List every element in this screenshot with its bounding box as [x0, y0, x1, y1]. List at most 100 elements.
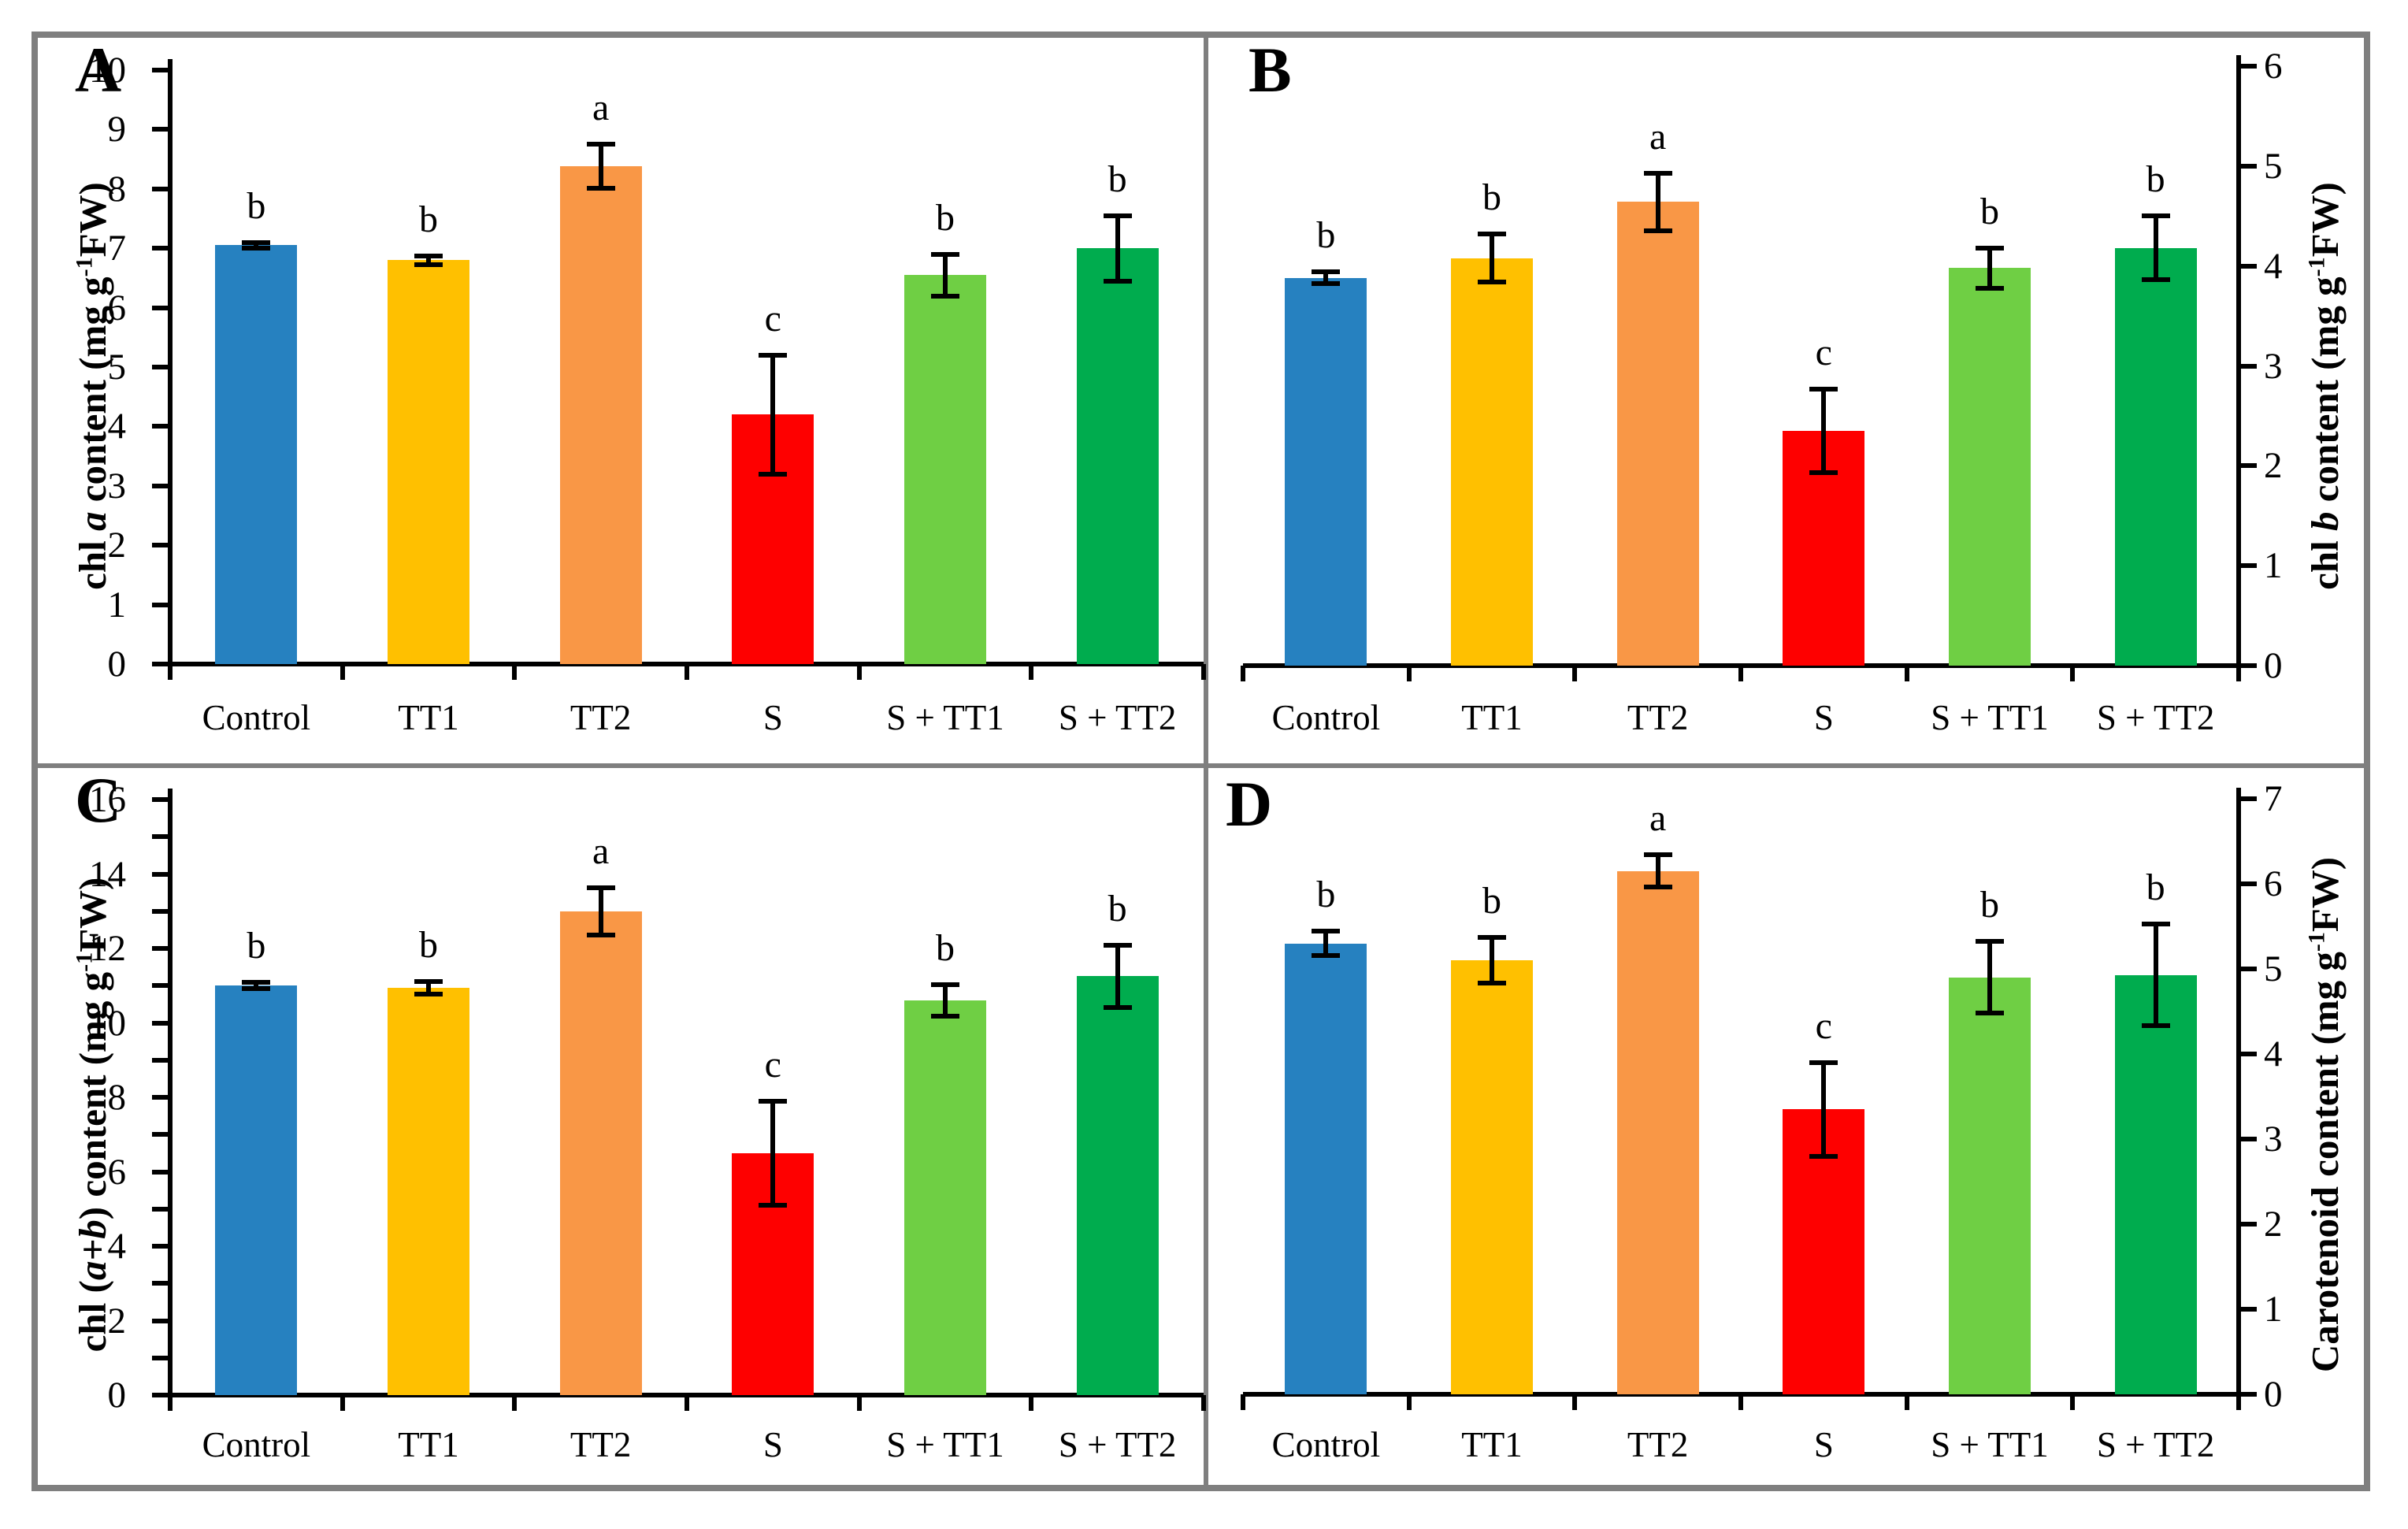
- error-bar-line: [1323, 272, 1329, 284]
- x-tick: [1406, 666, 1412, 681]
- y-tick: [152, 1132, 168, 1137]
- bar-Control: [215, 245, 298, 664]
- x-tick: [1241, 666, 1245, 681]
- y-tick: [152, 246, 168, 251]
- x-tick: [685, 1395, 689, 1411]
- significance-letter: a: [1649, 115, 1667, 158]
- y-tick: [152, 602, 168, 607]
- y-tick: [2241, 363, 2257, 369]
- bar-TT1: [1451, 960, 1533, 1394]
- x-category-label: Control: [1271, 1425, 1381, 1464]
- panel-divider-horizontal: [35, 763, 2370, 768]
- error-bar-line: [426, 256, 431, 265]
- x-category-label: TT2: [1627, 1425, 1689, 1464]
- y-tick: [152, 1020, 168, 1026]
- y-tick-label: 0: [2264, 1374, 2283, 1415]
- error-bar-cap-top: [586, 142, 615, 147]
- x-category-label: TT1: [1461, 698, 1523, 737]
- y-tick-label: 6: [107, 1151, 127, 1193]
- error-bar-cap-bottom: [1312, 952, 1341, 958]
- x-tick: [1904, 666, 1909, 681]
- y-tick: [2241, 563, 2257, 569]
- x-category-label: S: [1813, 698, 1834, 737]
- error-bar-line: [1987, 247, 1992, 288]
- y-tick: [152, 1318, 168, 1323]
- x-category-label: TT1: [398, 1425, 459, 1464]
- y-tick-label: 1: [2264, 545, 2283, 587]
- y-tick: [152, 834, 168, 840]
- bar-S+TT1: [904, 275, 986, 664]
- error-bar-cap-top: [2141, 213, 2170, 219]
- bar-S+TT1: [1949, 268, 2031, 666]
- y-tick-label: 1: [2264, 1289, 2283, 1330]
- error-bar-line: [2153, 216, 2158, 280]
- x-tick: [512, 664, 518, 680]
- error-bar-line: [770, 1100, 776, 1206]
- significance-letter: b: [936, 196, 955, 239]
- error-bar-cap-bottom: [1809, 470, 1838, 476]
- bar-S+TT2: [2114, 974, 2197, 1394]
- y-tick-label: 14: [89, 853, 126, 895]
- x-tick: [2236, 1394, 2241, 1410]
- error-bar-cap-top: [414, 978, 443, 984]
- x-tick: [339, 1395, 345, 1411]
- y-tick: [152, 797, 168, 802]
- error-bar-line: [1490, 234, 1494, 282]
- x-category-label: S: [1813, 1425, 1834, 1464]
- error-bar-cap-bottom: [759, 1203, 788, 1208]
- y-axis-line: [168, 789, 173, 1397]
- y-tick-label: 3: [107, 465, 127, 507]
- panel-letter-A: A: [75, 34, 122, 106]
- y-tick-label: 4: [2264, 1034, 2283, 1074]
- x-category-label: Control: [1271, 698, 1381, 737]
- error-bar-cap-top: [1976, 245, 2004, 251]
- x-tick: [2236, 666, 2241, 681]
- panel-letter-D: D: [1226, 768, 1273, 840]
- error-bar-cap-bottom: [586, 186, 615, 191]
- x-tick: [1201, 1395, 1206, 1411]
- bar-TT2: [559, 911, 642, 1395]
- y-tick-label: 3: [2264, 1119, 2283, 1160]
- significance-letter: c: [1815, 1004, 1832, 1047]
- significance-letter: b: [419, 199, 438, 240]
- x-category-label: S + TT2: [2096, 1425, 2215, 1464]
- error-bar-line: [254, 242, 259, 249]
- y-tick: [152, 483, 168, 488]
- significance-letter: b: [1980, 190, 1999, 232]
- significance-letter: b: [2146, 158, 2165, 201]
- bar-TT1: [388, 260, 469, 664]
- error-bar-cap-bottom: [931, 293, 959, 299]
- bar-S+TT2: [1076, 248, 1159, 664]
- x-category-label: S + TT2: [1058, 1425, 1177, 1464]
- y-tick: [152, 871, 168, 877]
- y-tick: [2241, 796, 2257, 801]
- y-tick: [152, 1355, 168, 1360]
- x-tick: [1029, 1395, 1034, 1411]
- y-tick-label: 0: [107, 1375, 127, 1416]
- error-bar-cap-bottom: [1643, 228, 1672, 234]
- y-tick: [152, 1206, 168, 1212]
- x-category-label: S + TT2: [1058, 698, 1177, 737]
- error-bar-line: [1655, 855, 1660, 888]
- error-bar-cap-top: [1643, 170, 1672, 176]
- error-bar-cap-top: [1312, 269, 1341, 275]
- x-tick: [685, 664, 689, 680]
- x-tick: [339, 664, 345, 680]
- error-bar-cap-bottom: [414, 991, 443, 996]
- significance-letter: a: [1649, 797, 1667, 840]
- y-tick: [152, 305, 168, 310]
- y-tick-label: 10: [89, 50, 126, 91]
- y-tick-label: 8: [107, 168, 127, 210]
- error-bar-cap-bottom: [2141, 1023, 2170, 1029]
- error-bar-line: [1821, 1062, 1827, 1156]
- error-bar-cap-bottom: [242, 986, 271, 992]
- y-axis-line: [168, 59, 173, 666]
- x-tick: [1738, 1394, 1743, 1410]
- significance-letter: b: [1108, 888, 1127, 930]
- significance-letter: c: [1815, 331, 1832, 373]
- y-tick: [2241, 663, 2257, 668]
- error-bar-line: [426, 981, 431, 994]
- x-tick: [2070, 666, 2076, 681]
